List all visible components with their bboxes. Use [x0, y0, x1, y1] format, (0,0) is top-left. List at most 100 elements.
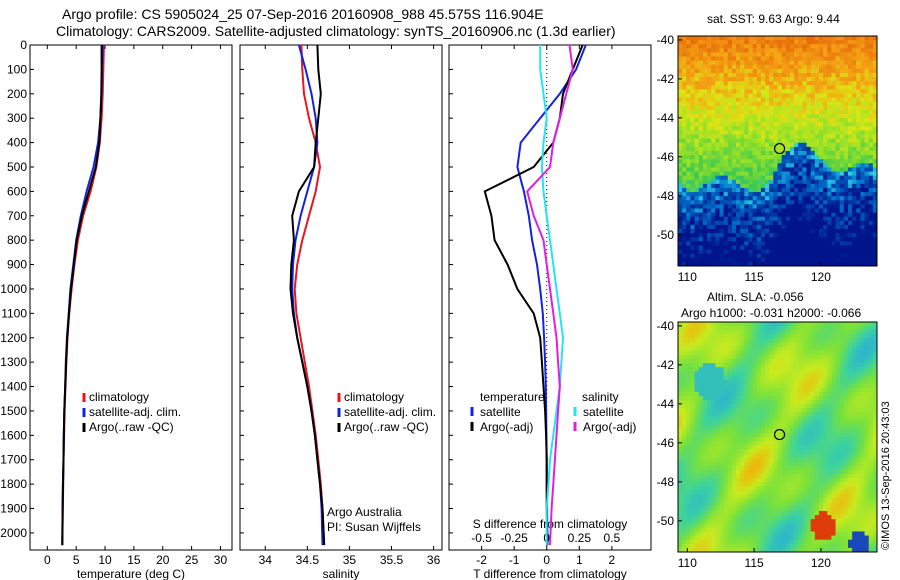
sst-map-cell: [839, 229, 845, 234]
sst-map-cell: [831, 183, 836, 189]
sla-map-cell: [719, 428, 725, 434]
sla-map-cell: [731, 420, 737, 426]
sla-map-cell: [727, 482, 733, 487]
sst-map-cell: [860, 229, 865, 234]
sla-map-cell: [860, 350, 865, 356]
sla-map-cell: [810, 330, 816, 335]
sst-map-cell: [748, 233, 754, 238]
sst-map-cell: [785, 163, 791, 168]
sst-map-cell: [690, 220, 695, 226]
sst-map-cell: [789, 60, 795, 66]
sla-map-cell: [785, 322, 791, 327]
sla-map-cell: [814, 363, 820, 368]
sla-map-cell: [823, 465, 828, 471]
plot-frame-1: [29, 44, 233, 551]
sla-map-cell: [748, 486, 754, 491]
sla-map-cell: [723, 490, 729, 495]
sst-map-cell: [736, 122, 741, 127]
sla-map-cell: [868, 424, 874, 430]
sla-map-cell: [765, 334, 770, 339]
sla-map-cell: [690, 478, 695, 483]
sst-map-cell: [802, 114, 807, 119]
sla-map-cell: [810, 326, 816, 331]
sst-map-cell: [698, 163, 704, 168]
sst-map-cell: [827, 146, 832, 152]
sst-map-cell: [810, 179, 816, 185]
sst-map-cell: [711, 241, 716, 246]
sst-map-cell: [798, 224, 803, 230]
sst-map-cell: [736, 183, 741, 189]
sst-map-cell: [727, 257, 733, 263]
sst-map-cell: [868, 159, 874, 164]
sst-map-cell: [856, 224, 861, 230]
sst-map-cell: [781, 101, 787, 107]
sla-map-cell: [835, 445, 841, 450]
sst-map-cell: [860, 204, 865, 209]
sst-map-cell: [831, 101, 836, 107]
sla-map-cell: [715, 334, 720, 339]
sst-map-cell: [839, 187, 845, 193]
sst-map-cell: [827, 85, 832, 90]
sst-map-cell: [719, 126, 725, 131]
sla-map-cell: [802, 465, 807, 471]
sla-map-cell: [773, 465, 778, 471]
sst-map-cell: [810, 183, 816, 189]
sst-map-cell: [707, 118, 712, 123]
sst-map-cell: [752, 101, 758, 107]
sst-map-cell: [686, 200, 691, 205]
x-axis-label: temperature (deg C): [77, 567, 185, 580]
sst-map-cell: [715, 224, 720, 230]
sla-map-cell: [748, 330, 754, 335]
sst-map-cell: [827, 77, 832, 82]
sst-map-cell: [856, 175, 861, 181]
sla-map-cell: [777, 387, 783, 393]
sla-map-cell: [694, 449, 700, 454]
sla-map-cell: [864, 379, 870, 385]
sst-map-cell: [856, 97, 861, 103]
sla-map-cell: [702, 334, 708, 339]
sst-map-cell: [798, 77, 803, 82]
sla-map-cell: [752, 379, 758, 385]
sst-map-cell: [727, 220, 733, 226]
sst-map-cell: [781, 163, 787, 168]
sst-map-cell: [868, 126, 874, 131]
sst-map-cell: [777, 175, 783, 181]
sla-map-cell: [752, 404, 758, 409]
sst-map-ytick-label: -40: [657, 33, 675, 47]
sst-map-cell: [760, 68, 766, 74]
sla-map-cell: [856, 416, 861, 421]
sst-map-cell: [806, 93, 812, 99]
sst-map-cell: [723, 36, 729, 41]
sst-map-cell: [715, 126, 720, 131]
sst-map-cell: [748, 163, 754, 168]
sst-map-cell: [773, 85, 778, 90]
sst-map-cell: [860, 249, 865, 255]
sst-map-cell: [794, 134, 799, 140]
sst-map-cell: [843, 60, 849, 66]
sst-map-cell: [856, 163, 861, 168]
sst-map-cell: [839, 208, 845, 214]
sst-map-cell: [702, 81, 708, 86]
sst-map-cell: [760, 48, 766, 53]
sla-map-cell: [827, 453, 832, 458]
sst-map-cell: [698, 241, 704, 246]
sst-map-cell: [773, 212, 778, 218]
sla-map-cell: [760, 358, 766, 364]
sst-map-cell: [682, 85, 687, 90]
sla-map-cell: [760, 424, 766, 430]
sla-map-cell: [835, 375, 841, 380]
sst-map-cell: [723, 237, 729, 242]
sst-map-cell: [831, 44, 836, 49]
sst-map-cell: [847, 36, 853, 41]
sla-map-cell: [827, 408, 832, 413]
sst-map-cell: [740, 192, 745, 197]
sst-map-cell: [715, 192, 720, 197]
sst-map-cell: [872, 229, 878, 234]
sst-map-cell: [715, 245, 720, 250]
sla-map-cell: [727, 363, 733, 368]
sst-map-cell: [794, 212, 799, 218]
sst-map-cell: [810, 85, 816, 90]
sst-map-cell: [756, 233, 762, 238]
sst-map-cell: [831, 249, 836, 255]
sla-map-cell: [678, 486, 683, 491]
